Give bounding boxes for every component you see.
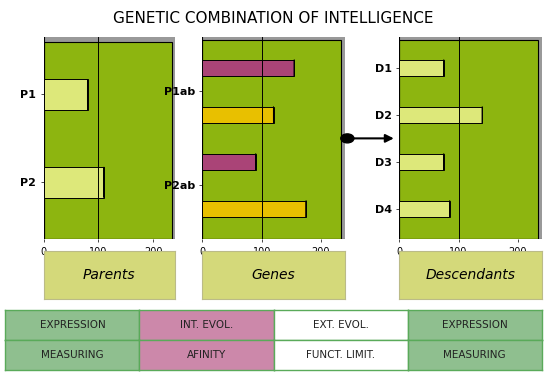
Text: EXPRESSION: EXPRESSION <box>39 321 106 330</box>
Text: INT. EVOL.: INT. EVOL. <box>180 321 233 330</box>
Bar <box>399 200 450 217</box>
Text: AFINITY: AFINITY <box>187 350 226 360</box>
Bar <box>202 60 294 76</box>
Text: Parents: Parents <box>83 268 136 282</box>
Text: EXT. EVOL.: EXT. EVOL. <box>312 321 369 330</box>
Bar <box>44 167 104 197</box>
FancyBboxPatch shape <box>202 37 345 239</box>
Bar <box>399 107 482 123</box>
FancyBboxPatch shape <box>202 40 341 239</box>
Text: Descendants: Descendants <box>426 268 515 282</box>
Text: MEASURING: MEASURING <box>41 350 104 360</box>
Text: Genes: Genes <box>252 268 295 282</box>
Bar <box>202 107 274 123</box>
Bar <box>202 200 306 217</box>
FancyBboxPatch shape <box>44 37 175 239</box>
Text: MEASURING: MEASURING <box>443 350 506 360</box>
FancyBboxPatch shape <box>44 42 172 239</box>
Bar <box>399 154 444 170</box>
FancyBboxPatch shape <box>399 37 542 239</box>
FancyBboxPatch shape <box>399 40 538 239</box>
Text: GENETIC COMBINATION OF INTELLIGENCE: GENETIC COMBINATION OF INTELLIGENCE <box>113 11 434 26</box>
Text: FUNCT. LIMIT.: FUNCT. LIMIT. <box>306 350 375 360</box>
Bar <box>44 79 88 110</box>
Bar <box>202 154 255 170</box>
Text: EXPRESSION: EXPRESSION <box>441 321 508 330</box>
Bar <box>399 60 444 76</box>
